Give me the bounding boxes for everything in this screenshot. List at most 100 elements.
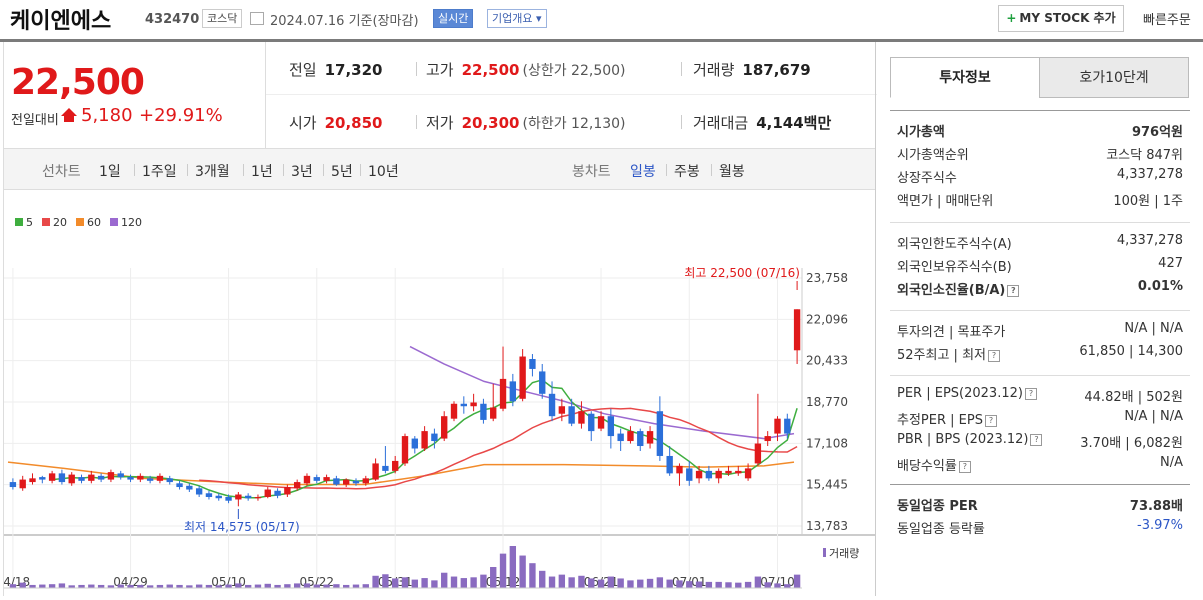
volume-bar	[372, 575, 379, 588]
info-row: 액면가 | 매매단위 100원 | 1주	[890, 186, 1190, 209]
info-row: 시가총액 976억원	[890, 117, 1190, 140]
info-key: 외국인보유주식수(B)	[897, 260, 1012, 275]
candle-body	[558, 406, 566, 414]
info-row: 동일업종 PER 73.88배	[890, 491, 1190, 514]
info-value: N/A | N/A	[1124, 409, 1183, 424]
tab-candle-1[interactable]: 주봉	[674, 164, 700, 180]
tab-line-6[interactable]: 10년	[368, 164, 399, 180]
info-key: 시가총액	[897, 125, 945, 140]
volume-bar	[323, 584, 330, 588]
info-value: N/A	[1160, 455, 1183, 470]
tab-line-0[interactable]: 1일	[99, 164, 121, 180]
help-icon[interactable]: ?	[1007, 285, 1020, 297]
candlestick-chart[interactable]: 23,758 22,096 20,433 18,770 17,108 15,445 13,7…	[0, 190, 876, 596]
tab-candle-0[interactable]: 일봉	[630, 164, 656, 180]
candle-body	[735, 470, 742, 474]
y-tick-label: 23,758	[806, 271, 848, 285]
info-value: 4,337,278	[1116, 167, 1183, 182]
volume-bar	[156, 584, 164, 588]
info-row: 추정PER | EPS? N/A | N/A	[890, 405, 1190, 428]
volume-bar	[146, 585, 154, 588]
volume-bar	[58, 583, 66, 588]
price-stats: 전일 17,320 고가 22,500 (상한가 22,500) 거래량 187,679…	[265, 42, 877, 148]
tab-line-4[interactable]: 3년	[291, 164, 313, 180]
company-overview-button[interactable]: 기업개요 ▾	[487, 9, 547, 28]
info-group-foreign: 외국인한도주식수(A) 4,337,278 외국인보유주식수(B) 427 외국인소진율…	[890, 222, 1190, 298]
help-icon[interactable]: ?	[1024, 388, 1037, 400]
candle-body	[29, 478, 36, 483]
info-row: 외국인소진율(B/A)? 0.01%	[890, 275, 1190, 298]
open-label: 시가	[289, 114, 317, 132]
volume-bar	[342, 584, 350, 588]
quick-order-link[interactable]: 빠른주문	[1143, 13, 1191, 28]
company-overview-label: 기업개요	[492, 12, 533, 25]
tab-investment-info[interactable]: 투자정보	[890, 57, 1040, 98]
candle-body	[235, 494, 242, 500]
candle-body	[274, 490, 281, 496]
realtime-button[interactable]: 실시간	[433, 9, 474, 28]
candle-body	[509, 381, 517, 402]
tab-line-2[interactable]: 3개월	[195, 164, 230, 180]
volume-bar	[78, 584, 85, 588]
volume-bar	[695, 581, 703, 588]
stock-name: 케이엔에스	[10, 9, 112, 34]
candle-body	[715, 470, 722, 479]
tab-line-5[interactable]: 5년	[331, 164, 353, 180]
info-key: 상장주식수	[897, 171, 957, 186]
add-my-stock-button[interactable]: + MY STOCK 추가	[998, 5, 1124, 32]
volume-bar	[441, 572, 448, 588]
volume-bar	[19, 582, 26, 588]
candle-body	[127, 477, 134, 480]
chart-period-tabs: 선차트 1일 1주일 3개월 1년 3년 5년 10년 봉차트 일봉 주봉 월봉	[4, 148, 876, 190]
candle-body	[166, 478, 173, 483]
tab-divider	[283, 164, 284, 176]
help-icon[interactable]: ?	[958, 461, 971, 473]
candle-body	[441, 416, 448, 439]
help-icon[interactable]: ?	[984, 415, 997, 427]
legend-label: 120	[121, 216, 142, 229]
volume-bar	[264, 583, 271, 588]
price-panel: 22,500 전일대비 5,180 +29.91% 전일 17,320 고가 22,…	[0, 42, 877, 596]
candle-body	[529, 359, 536, 369]
y-tick-label: 13,783	[806, 519, 848, 533]
stock-header: 케이엔에스 432470 코스닥 2024.07.16 기준(장마감) 실시간 …	[0, 0, 1203, 40]
volume-bar	[754, 576, 762, 588]
candle-body	[78, 477, 85, 481]
diff-label: 전일대비	[11, 113, 59, 128]
help-icon[interactable]: ?	[988, 350, 1000, 362]
candle-body	[146, 478, 154, 481]
candle-body	[244, 495, 252, 499]
date-basis: 기준(장마감)	[348, 14, 419, 29]
volume-bar	[352, 584, 360, 588]
volume-bar	[558, 574, 566, 588]
candle-body	[401, 436, 409, 464]
tab-order-book[interactable]: 호가10단계	[1039, 57, 1189, 98]
tab-candle-2[interactable]: 월봉	[719, 164, 745, 180]
tab-line-1[interactable]: 1주일	[142, 164, 177, 180]
volume-bar	[39, 584, 46, 588]
volume-bar	[784, 584, 791, 588]
candle-body	[107, 472, 115, 480]
info-value: 100원 | 1주	[1113, 194, 1183, 209]
candle-body	[617, 433, 624, 442]
info-key: 외국인소진율(B/A)?	[897, 279, 1020, 298]
volume-bar	[480, 574, 487, 588]
divider	[681, 62, 682, 76]
volume-bar	[274, 584, 281, 588]
tab-divider	[711, 164, 712, 176]
volume-bar	[725, 582, 732, 588]
volume-bar	[646, 578, 654, 588]
help-icon[interactable]: ?	[1030, 434, 1043, 446]
volume-bar	[127, 584, 134, 588]
calendar-icon	[250, 12, 264, 25]
candle-body	[323, 477, 330, 481]
volume-bar	[392, 578, 399, 588]
volume-legend-label: 거래량	[829, 547, 859, 560]
low-price: 저가 20,300 (하한가 12,130)	[426, 112, 626, 133]
info-value: 코스닥 847위	[1106, 148, 1183, 163]
candle-body	[176, 483, 183, 488]
tab-line-3[interactable]: 1년	[251, 164, 273, 180]
candle-body	[137, 475, 144, 480]
info-value: 44.82배 | 502원	[1084, 390, 1183, 405]
volume-bar	[225, 584, 232, 588]
